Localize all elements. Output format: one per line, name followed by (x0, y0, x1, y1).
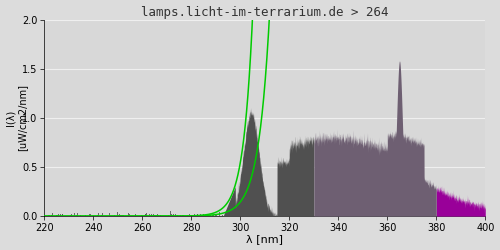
Bar (112, 215, 114, 216)
Bar (197, 214, 198, 216)
X-axis label: λ [nm]: λ [nm] (246, 234, 283, 244)
Bar (51, 215, 52, 216)
Bar (162, 214, 164, 216)
Bar (168, 215, 169, 216)
Bar (114, 215, 115, 216)
Bar (151, 214, 152, 216)
Bar (190, 215, 191, 216)
Bar (173, 214, 174, 216)
Bar (80, 215, 81, 216)
Bar (171, 214, 172, 216)
Bar (60, 214, 61, 216)
Bar (200, 214, 201, 216)
Bar (182, 215, 183, 216)
Y-axis label: I(λ)
[uW/cm2/nm]: I(λ) [uW/cm2/nm] (6, 84, 27, 152)
Bar (70, 215, 71, 216)
Bar (120, 215, 121, 216)
Bar (126, 215, 128, 216)
Bar (193, 215, 194, 216)
Bar (56, 215, 57, 216)
Bar (89, 214, 90, 216)
Bar (144, 215, 145, 216)
Bar (212, 214, 213, 216)
Bar (71, 214, 72, 216)
Bar (128, 214, 129, 216)
Bar (177, 215, 178, 216)
Bar (153, 214, 154, 216)
Bar (145, 214, 146, 216)
Bar (102, 213, 103, 216)
Bar (158, 215, 160, 216)
Bar (76, 215, 77, 216)
Bar (158, 215, 159, 216)
Bar (203, 214, 204, 216)
Bar (190, 214, 192, 216)
Bar (157, 214, 158, 216)
Title: lamps.licht-im-terrarium.de > 264: lamps.licht-im-terrarium.de > 264 (141, 6, 388, 18)
Bar (197, 215, 198, 216)
Bar (121, 215, 122, 216)
Bar (210, 215, 211, 216)
Bar (46, 215, 48, 216)
Bar (215, 214, 216, 216)
Bar (149, 214, 150, 216)
Bar (51, 215, 52, 216)
Bar (58, 214, 59, 216)
Bar (112, 214, 114, 216)
Bar (166, 215, 168, 216)
Bar (62, 214, 63, 216)
Bar (145, 214, 146, 216)
Bar (44, 215, 45, 216)
Bar (146, 215, 147, 216)
Bar (52, 213, 53, 216)
Bar (120, 215, 122, 216)
